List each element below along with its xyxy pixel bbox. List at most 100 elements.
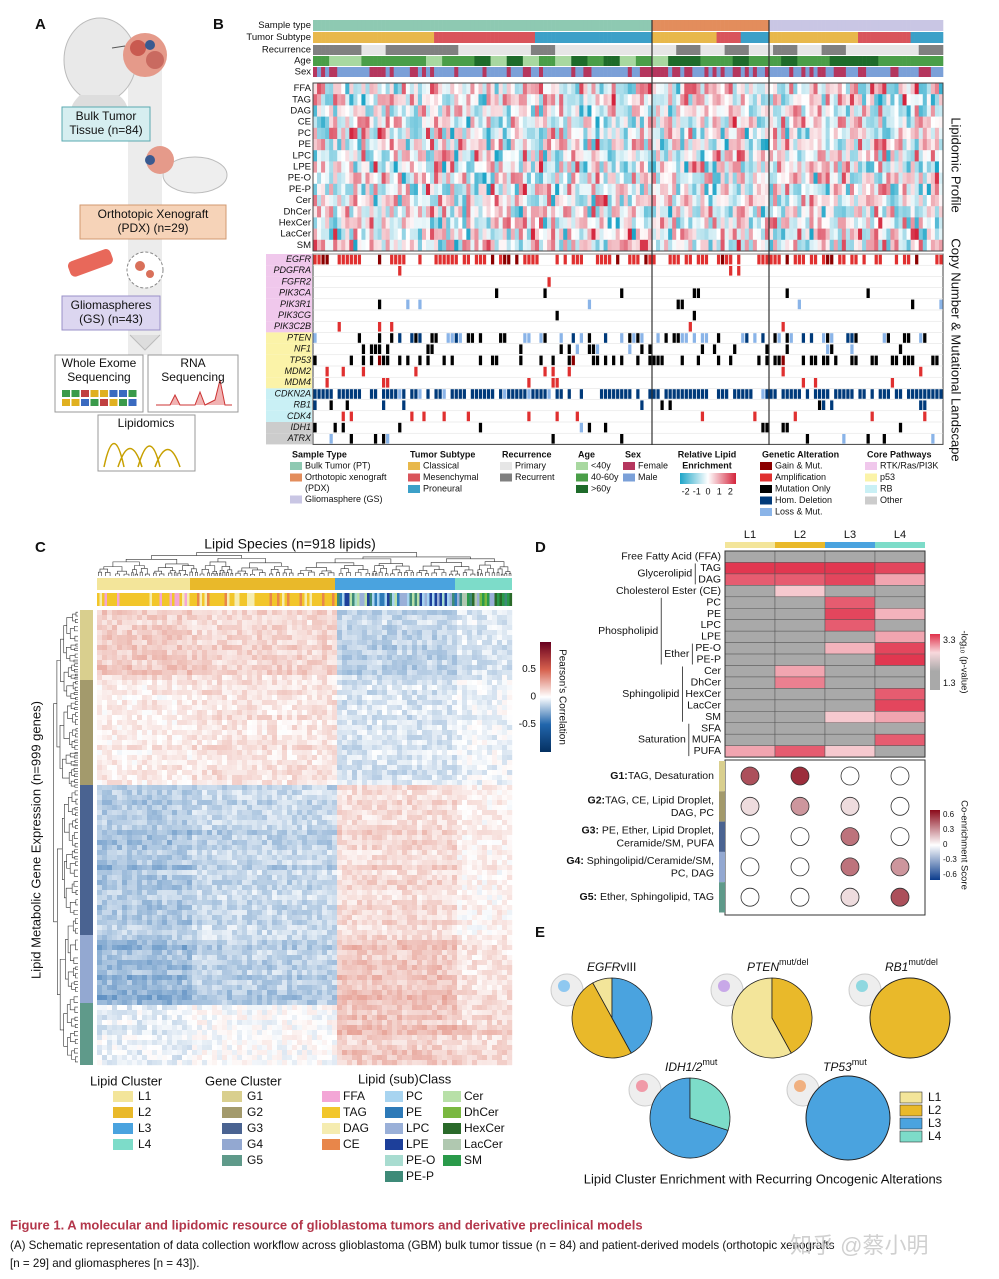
annotation-cell	[878, 56, 883, 66]
subclass-cell	[322, 593, 325, 606]
dendrogram	[72, 820, 76, 828]
subclass-cell	[492, 593, 495, 606]
annotation-cell	[494, 67, 499, 77]
annotation-cell	[720, 56, 725, 66]
heatmap-cell	[837, 206, 843, 218]
heatmap-cell	[333, 127, 338, 140]
heatmap-cell	[938, 239, 944, 252]
heatmap-cell	[926, 139, 932, 151]
legend-label: Other	[880, 495, 903, 505]
heatmap-cell	[660, 239, 665, 252]
annotation-cell	[567, 67, 572, 77]
annotation-cell	[365, 20, 370, 31]
heatmap-cell	[845, 172, 851, 185]
heatmap-cell	[615, 139, 621, 151]
heatmap-cell	[801, 150, 806, 162]
heatmap-cell	[312, 610, 318, 616]
heatmap-cell	[607, 183, 612, 196]
heatmap-cell	[102, 645, 108, 651]
heatmap-cell	[142, 615, 148, 621]
heatmap-cell	[756, 150, 762, 162]
heatmap-cell	[922, 161, 928, 173]
heatmap-cell	[287, 615, 293, 621]
heatmap-cell	[361, 105, 366, 117]
heatmap-cell	[467, 630, 473, 636]
heatmap-cell	[447, 610, 453, 616]
heatmap-cell	[740, 94, 746, 106]
dendrogram	[183, 573, 188, 576]
alteration-cell	[906, 254, 911, 265]
subclass-cell	[189, 593, 193, 606]
heatmap-cell	[442, 150, 447, 162]
heatmap-cell	[317, 139, 322, 151]
heatmap-cell	[442, 116, 447, 129]
heatmap-cell	[381, 139, 386, 151]
heatmap-cell	[117, 650, 123, 656]
heatmap-cell	[510, 195, 516, 207]
alteration-cell	[801, 254, 806, 265]
heatmap-cell	[809, 116, 814, 129]
heatmap-cell	[472, 620, 478, 626]
heatmap-cell	[458, 206, 463, 218]
heatmap-cell	[530, 94, 536, 106]
alteration-cell	[874, 254, 878, 265]
heatmap-cell	[347, 645, 353, 651]
subclass-cell	[282, 593, 285, 606]
heatmap-cell	[801, 206, 806, 218]
heatmap-cell	[454, 116, 459, 129]
annotation-cell	[934, 56, 940, 66]
alteration-cell	[939, 254, 943, 265]
annotation-cell	[470, 32, 475, 43]
alteration-cell	[527, 411, 531, 422]
annotation-cell	[397, 20, 403, 31]
heatmap-cell	[526, 172, 532, 185]
heatmap-cell	[777, 139, 782, 151]
heatmap-cell	[434, 150, 439, 162]
assay-label: Lipidomics	[118, 416, 175, 430]
heatmap-cell	[207, 610, 213, 616]
heatmap-cell	[639, 217, 645, 229]
alteration-cell	[761, 254, 765, 265]
heatmap-cell	[656, 228, 661, 241]
heatmap-cell	[407, 630, 413, 636]
annotation-cell	[712, 32, 717, 43]
heatmap-cell	[377, 217, 382, 229]
annotation-cell	[914, 56, 920, 66]
heatmap-cell	[631, 139, 637, 151]
heatmap-cell	[793, 105, 798, 117]
annotation-cell	[910, 67, 915, 77]
heatmap-cell	[740, 239, 746, 252]
heatmap-cell	[227, 625, 233, 631]
subclass-cell	[334, 593, 338, 606]
legend-label: RB	[880, 483, 893, 493]
heatmap-cell	[482, 610, 488, 616]
heatmap-cell	[397, 183, 403, 196]
heatmap-cell	[373, 127, 378, 140]
annotation-cell	[886, 56, 891, 66]
heatmap-cell	[724, 116, 729, 129]
annotation-cell	[700, 20, 705, 31]
heatmap-cell	[242, 630, 248, 636]
alteration-cell	[813, 389, 818, 399]
heatmap-cell	[639, 83, 645, 95]
heatmap-cell	[595, 239, 600, 252]
heatmap-cell	[262, 635, 268, 641]
heatmap-cell	[555, 172, 560, 185]
heatmap-cell	[696, 127, 701, 140]
heatmap-cell	[841, 105, 847, 117]
heatmap-cell	[202, 655, 208, 661]
heatmap-cell	[543, 239, 548, 252]
annotation-cell	[474, 67, 479, 77]
heatmap-cell	[182, 615, 188, 621]
heatmap-cell	[369, 116, 374, 129]
heatmap-cell	[426, 83, 431, 95]
sequence-cell	[71, 399, 80, 406]
heatmap-cell	[789, 172, 794, 185]
heatmap-cell	[417, 650, 423, 656]
heatmap-cell	[740, 172, 746, 185]
heatmap-cell	[222, 645, 228, 651]
heatmap-cell	[696, 83, 701, 95]
heatmap-cell	[385, 195, 390, 207]
heatmap-cell	[858, 172, 863, 185]
annotation-cell	[728, 56, 733, 66]
